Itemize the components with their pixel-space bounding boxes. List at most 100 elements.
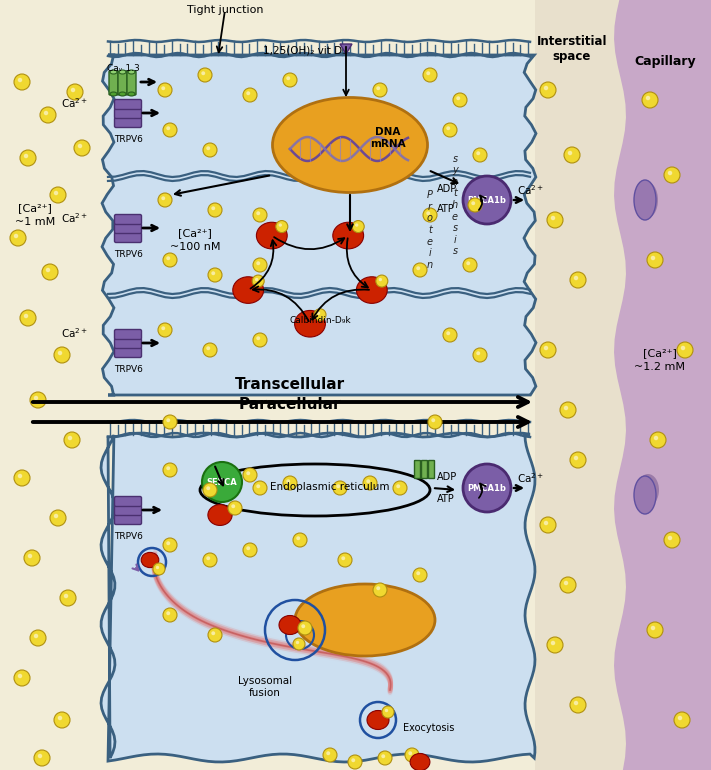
Circle shape	[466, 261, 470, 265]
Circle shape	[373, 83, 387, 97]
Circle shape	[256, 484, 260, 488]
Circle shape	[544, 521, 548, 525]
Circle shape	[408, 752, 412, 755]
Circle shape	[206, 346, 210, 350]
Circle shape	[646, 95, 651, 100]
Text: TRPV6: TRPV6	[114, 250, 144, 259]
Circle shape	[680, 346, 685, 350]
Circle shape	[568, 151, 572, 156]
Circle shape	[678, 716, 683, 720]
Circle shape	[428, 415, 442, 429]
Circle shape	[276, 220, 288, 233]
Text: Tight junction: Tight junction	[187, 5, 263, 15]
Circle shape	[54, 514, 58, 518]
Circle shape	[206, 487, 210, 490]
Circle shape	[211, 631, 215, 635]
Circle shape	[287, 479, 290, 484]
Circle shape	[547, 212, 563, 228]
Circle shape	[396, 484, 400, 488]
Circle shape	[287, 76, 290, 80]
Ellipse shape	[638, 182, 658, 217]
Circle shape	[373, 583, 387, 597]
Circle shape	[298, 621, 312, 635]
Circle shape	[416, 266, 420, 270]
Circle shape	[366, 479, 370, 484]
Circle shape	[317, 312, 320, 315]
Circle shape	[413, 568, 427, 582]
Circle shape	[44, 111, 48, 116]
Circle shape	[378, 751, 392, 765]
Circle shape	[355, 223, 358, 226]
Circle shape	[352, 220, 364, 233]
Circle shape	[246, 471, 250, 475]
Circle shape	[540, 517, 556, 533]
Circle shape	[564, 581, 568, 585]
Circle shape	[163, 415, 177, 429]
Polygon shape	[340, 44, 352, 54]
FancyBboxPatch shape	[429, 460, 434, 478]
Text: Caᵥ 1.3: Caᵥ 1.3	[107, 64, 139, 73]
Ellipse shape	[367, 711, 389, 729]
Circle shape	[38, 754, 42, 758]
Circle shape	[560, 577, 576, 593]
Circle shape	[74, 140, 90, 156]
Ellipse shape	[119, 92, 126, 96]
Circle shape	[40, 107, 56, 123]
Ellipse shape	[637, 474, 659, 506]
Circle shape	[473, 148, 487, 162]
Ellipse shape	[128, 70, 135, 74]
Circle shape	[20, 310, 36, 326]
Circle shape	[18, 674, 22, 678]
Circle shape	[246, 92, 250, 95]
Circle shape	[296, 641, 299, 644]
Circle shape	[381, 755, 385, 758]
Text: TRPV6: TRPV6	[114, 365, 144, 374]
Text: Calbindin-D₉k: Calbindin-D₉k	[289, 316, 351, 324]
Circle shape	[161, 86, 165, 90]
Circle shape	[68, 436, 73, 440]
Circle shape	[34, 750, 50, 766]
Circle shape	[163, 123, 177, 137]
Circle shape	[296, 536, 300, 541]
Circle shape	[46, 268, 50, 273]
Circle shape	[203, 483, 217, 497]
Circle shape	[293, 533, 307, 547]
Circle shape	[463, 176, 511, 224]
Circle shape	[211, 271, 215, 275]
Circle shape	[18, 474, 22, 478]
Circle shape	[385, 709, 388, 712]
Circle shape	[166, 256, 170, 260]
Ellipse shape	[110, 70, 117, 74]
Circle shape	[161, 326, 165, 330]
Circle shape	[33, 396, 38, 400]
Ellipse shape	[295, 584, 435, 656]
Circle shape	[77, 144, 82, 149]
Circle shape	[153, 563, 165, 575]
Circle shape	[650, 432, 666, 448]
Circle shape	[651, 626, 656, 630]
Ellipse shape	[634, 476, 656, 514]
Circle shape	[427, 72, 430, 75]
Circle shape	[253, 208, 267, 222]
FancyBboxPatch shape	[114, 223, 141, 233]
FancyBboxPatch shape	[114, 347, 141, 357]
Text: SERCA: SERCA	[207, 477, 237, 487]
Circle shape	[279, 223, 282, 226]
Circle shape	[376, 275, 387, 287]
Circle shape	[301, 624, 305, 628]
Circle shape	[574, 701, 578, 705]
Text: Endoplasmic reticulum: Endoplasmic reticulum	[270, 482, 390, 492]
Circle shape	[647, 622, 663, 638]
Ellipse shape	[232, 276, 264, 303]
Circle shape	[203, 343, 217, 357]
Text: Exocytosis: Exocytosis	[403, 723, 454, 733]
Circle shape	[256, 336, 260, 340]
Circle shape	[547, 637, 563, 653]
Circle shape	[163, 608, 177, 622]
Circle shape	[158, 193, 172, 207]
Text: Capillary: Capillary	[634, 55, 696, 68]
Text: DNA
mRNA: DNA mRNA	[370, 127, 406, 149]
Text: ADP: ADP	[437, 184, 457, 194]
Circle shape	[544, 346, 548, 350]
Circle shape	[293, 638, 305, 650]
